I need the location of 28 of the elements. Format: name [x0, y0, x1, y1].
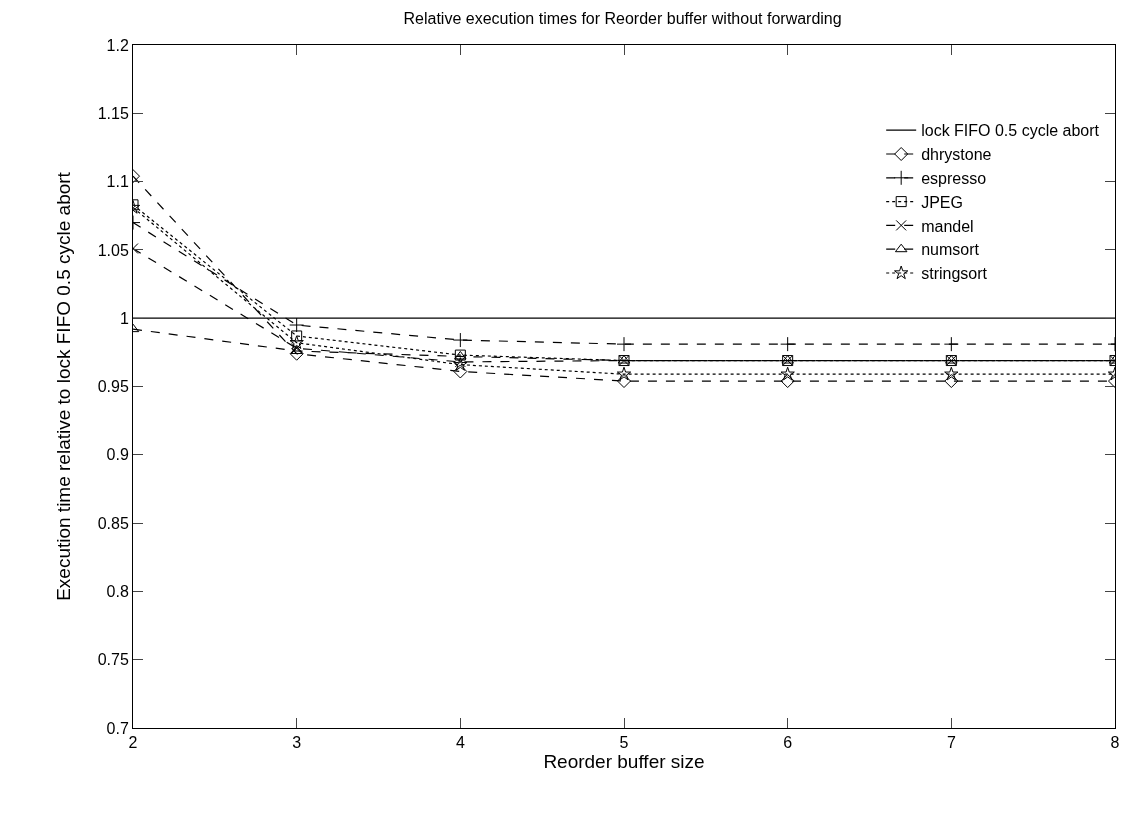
x-tick-label: 7: [946, 734, 956, 752]
x-tick-label: 5: [619, 734, 629, 752]
legend-label: lock FIFO 0.5 cycle abort: [921, 122, 1100, 140]
legend-label: mandel: [921, 217, 974, 235]
y-tick-label: 1.2: [106, 36, 129, 54]
y-tick-label: 0.75: [97, 651, 129, 669]
y-tick-label: 0.9: [106, 446, 129, 464]
y-tick-label: 0.95: [97, 378, 129, 396]
x-tick-label: 3: [292, 734, 302, 752]
y-tick-label: 0.8: [106, 583, 129, 600]
y-axis-title: Execution time relative to lock FIFO 0.5 cycle abort: [52, 171, 74, 601]
y-tick-label: 1.1: [106, 173, 129, 191]
x-axis-title: Reorder buffer size: [543, 751, 705, 773]
legend-label: dhrystone: [921, 146, 992, 164]
legend-label: stringsort: [921, 265, 988, 283]
legend-label: JPEG: [921, 193, 963, 211]
y-tick-label: 1: [119, 309, 129, 327]
legend-label: espresso: [921, 170, 987, 188]
y-tick-label: 0.85: [97, 514, 129, 532]
legend-label: numsort: [921, 241, 980, 259]
y-tick-label: 0.7: [106, 719, 129, 737]
x-tick-label: 2: [128, 734, 138, 752]
y-tick-label: 1.15: [97, 104, 129, 122]
y-tick-label: 1.05: [97, 241, 129, 259]
chart-title: Relative execution times for Reorder buffer without forwarding: [403, 9, 842, 27]
x-tick-label: 6: [783, 734, 793, 752]
x-tick-label: 8: [1110, 734, 1120, 752]
x-tick-label: 4: [455, 734, 465, 752]
